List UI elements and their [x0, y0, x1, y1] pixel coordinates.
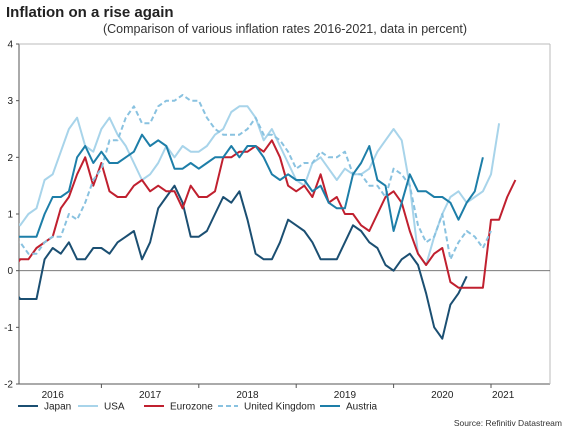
y-tick-label: -2 — [4, 380, 13, 391]
series-line-austria — [19, 133, 484, 238]
legend-label-united-kingdom: United Kingdom — [244, 402, 315, 413]
legend-label-austria: Austria — [346, 402, 378, 413]
y-tick-label: 3 — [7, 96, 13, 107]
x-tick-label: 2017 — [139, 390, 162, 401]
legend-label-usa: USA — [104, 402, 125, 413]
series-line-united-kingdom — [19, 94, 492, 261]
legend-label-eurozone: Eurozone — [170, 402, 213, 413]
x-tick-label: 2020 — [431, 390, 454, 401]
x-tick-label: 2019 — [334, 390, 357, 401]
series-line-usa — [19, 105, 501, 266]
x-tick-label: 2018 — [236, 390, 259, 401]
y-tick-label: 0 — [7, 266, 13, 277]
source-note: Source: Refinitiv Datastream — [453, 418, 562, 428]
x-tick-label: 2016 — [42, 390, 65, 401]
x-tick-label: 2021 — [492, 390, 515, 401]
chart-subtitle: (Comparison of various inflation rates 2… — [102, 22, 468, 36]
y-tick-label: -1 — [4, 323, 13, 334]
y-tick-label: 2 — [7, 153, 13, 164]
y-tick-label: 4 — [7, 40, 13, 51]
chart-title: Inflation on a rise again — [6, 4, 174, 21]
y-tick-label: 1 — [7, 210, 13, 221]
series-line-eurozone — [19, 139, 517, 289]
legend-label-japan: Japan — [44, 402, 71, 413]
series-line-japan — [19, 184, 468, 340]
